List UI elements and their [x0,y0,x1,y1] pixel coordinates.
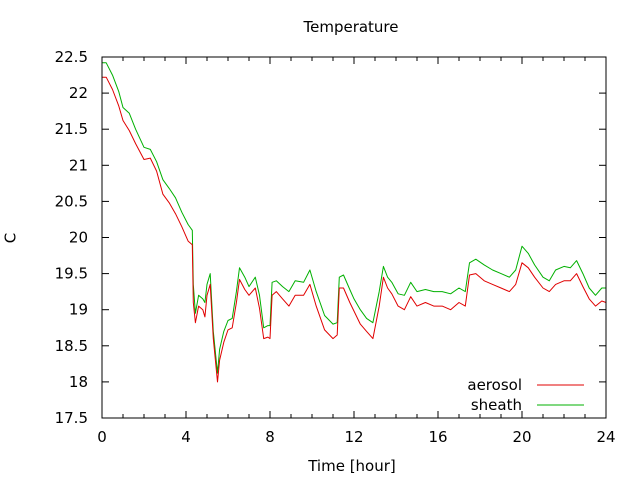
chart-title: Temperature [302,18,398,36]
x-tick-label: 16 [428,428,447,446]
y-tick-label: 22.5 [55,48,88,66]
y-tick-label: 19 [69,301,88,319]
series-line-aerosol [102,76,607,383]
y-tick-label: 17.5 [55,409,88,427]
legend-label-sheath: sheath [471,396,522,414]
series-layer [102,62,607,383]
y-axis-label: C [2,233,20,243]
y-tick-label: 22 [69,84,88,102]
y-tick-label: 20.5 [55,192,88,210]
y-tick-label: 20 [69,229,88,247]
x-tick-label: 20 [512,428,531,446]
legend-label-aerosol: aerosol [467,376,522,394]
y-tick-label: 19.5 [55,265,88,283]
x-tick-label: 24 [596,428,615,446]
y-tick-label: 21 [69,156,88,174]
x-tick-label: 8 [265,428,275,446]
x-tick-label: 0 [97,428,107,446]
y-tick-label: 18 [69,373,88,391]
x-tick-label: 4 [181,428,191,446]
y-tick-label: 18.5 [55,337,88,355]
series-line-sheath [102,62,606,374]
y-tick-label: 21.5 [55,120,88,138]
x-tick-label: 12 [344,428,363,446]
x-axis-label: Time [hour] [307,457,396,475]
tick-layer: 0 4 8 12 16 20 24 17.5 18 18.5 19 19.5 20 20.5 21 21.5 2… [55,48,616,446]
legend: aerosol sheath [467,376,584,414]
